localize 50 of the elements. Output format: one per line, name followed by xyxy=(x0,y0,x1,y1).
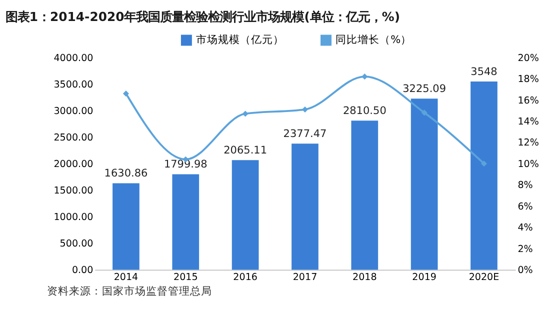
y-tick-label: 1500.00 xyxy=(54,185,94,196)
x-tick-label: 2018 xyxy=(352,272,377,283)
x-tick-label: 2020E xyxy=(468,272,500,283)
y2-tick-label: 10% xyxy=(518,158,539,170)
x-tick-label: 2014 xyxy=(114,272,138,283)
bar xyxy=(112,183,140,270)
y2-tick-label: 8% xyxy=(518,180,533,192)
y2-tick-label: 12% xyxy=(518,138,539,149)
y2-tick-label: 2% xyxy=(518,244,533,255)
data-label: 2065.11 xyxy=(224,144,268,156)
legend-label: 同比增长（%） xyxy=(336,33,412,46)
y-tick-label: 3500.00 xyxy=(54,79,94,90)
y2-tick-label: 0% xyxy=(518,265,533,276)
point xyxy=(302,106,308,113)
x-tick-label: 2016 xyxy=(233,272,258,283)
y-tick-label: 3000.00 xyxy=(54,106,94,117)
y2-tick-label: 20% xyxy=(518,52,539,64)
data-label: 1630.86 xyxy=(104,168,148,180)
point xyxy=(242,110,248,117)
point xyxy=(122,90,129,97)
data-label: 2377.47 xyxy=(283,128,327,140)
bar xyxy=(351,120,378,270)
bar xyxy=(232,160,259,270)
chart-title: 图表1：2014-2020年我国质量检验检测行业市场规模(单位：亿元，%) xyxy=(5,9,400,24)
y2-tick-label: 18% xyxy=(518,74,539,86)
x-tick-label: 2019 xyxy=(412,272,436,283)
y-tick-label: 2500.00 xyxy=(54,132,94,144)
y-tick-label: 500.00 xyxy=(60,238,94,250)
y2-tick-label: 6% xyxy=(518,201,533,212)
y-tick-label: 4000.00 xyxy=(54,52,94,64)
y2-tick-label: 16% xyxy=(518,95,539,106)
y-tick-label: 1000.00 xyxy=(54,212,94,224)
x-tick-label: 2017 xyxy=(292,272,318,283)
data-label: 1799.98 xyxy=(164,158,208,171)
y2-tick-label: 4% xyxy=(518,222,533,234)
y-tick-label: 0.00 xyxy=(72,265,94,276)
y-tick-label: 2000.00 xyxy=(54,158,94,170)
bar xyxy=(292,144,318,270)
bar xyxy=(470,81,498,270)
data-label: 2810.50 xyxy=(342,104,386,117)
legend-label: 市场规模（亿元） xyxy=(196,33,284,46)
y2-tick-label: 14% xyxy=(518,116,539,128)
text: 资料来源：国家市场监督管理总局 xyxy=(46,284,212,298)
point xyxy=(421,110,428,116)
point xyxy=(480,160,488,167)
x-tick-label: 2015 xyxy=(173,272,198,283)
bar xyxy=(172,174,200,270)
data-label: 3548 xyxy=(470,66,498,78)
data-label: 3225.09 xyxy=(402,82,446,95)
bar xyxy=(410,98,438,270)
